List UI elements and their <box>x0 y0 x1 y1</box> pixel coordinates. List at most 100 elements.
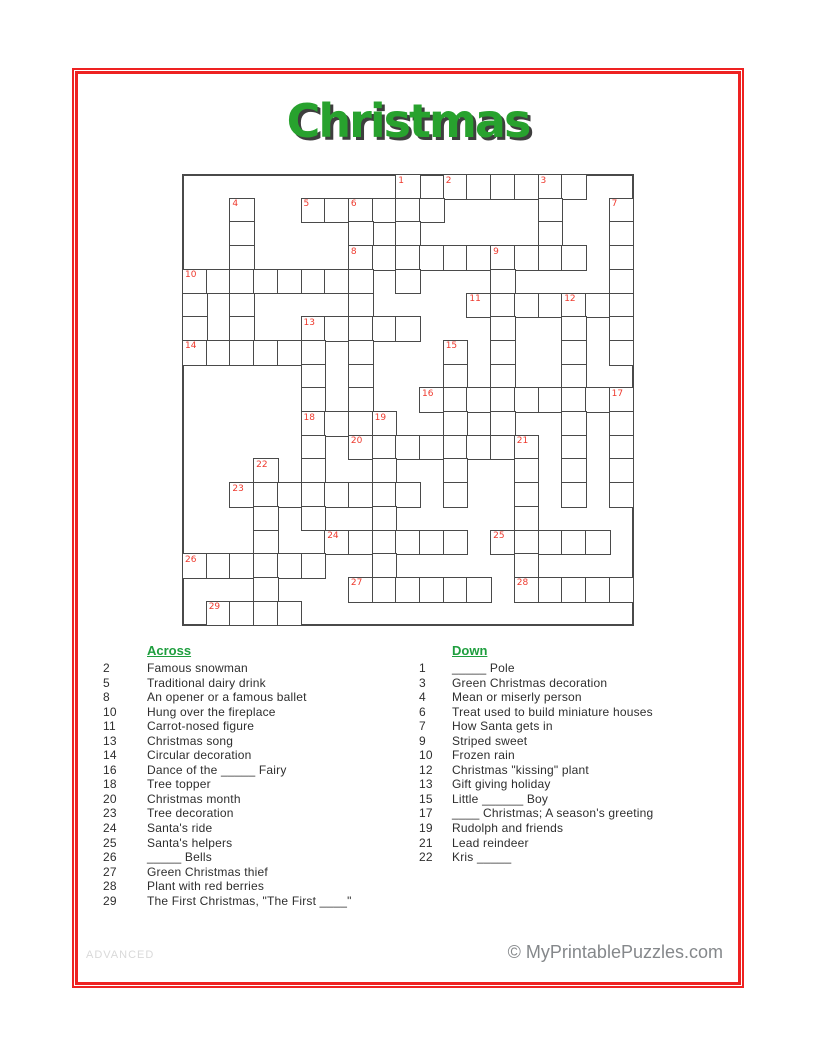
grid-cell[interactable] <box>348 269 373 294</box>
grid-cell[interactable] <box>348 364 373 389</box>
grid-cell[interactable] <box>609 412 634 436</box>
grid-cell[interactable] <box>372 554 397 578</box>
grid-cell[interactable] <box>538 388 563 412</box>
grid-cell[interactable] <box>491 340 515 365</box>
grid-cell[interactable] <box>325 412 349 436</box>
grid-cell[interactable] <box>562 412 586 436</box>
grid-cell[interactable] <box>538 577 563 602</box>
grid-cell[interactable] <box>443 577 468 602</box>
grid-cell[interactable]: 29 <box>206 601 231 626</box>
grid-cell[interactable] <box>230 269 255 294</box>
grid-cell[interactable]: 3 <box>538 175 563 199</box>
grid-cell[interactable] <box>609 246 634 270</box>
grid-cell[interactable] <box>372 198 397 223</box>
grid-cell[interactable] <box>443 364 468 389</box>
grid-cell[interactable] <box>183 317 207 341</box>
grid-cell[interactable] <box>609 317 634 341</box>
grid-cell[interactable]: 27 <box>348 577 373 602</box>
grid-cell[interactable] <box>254 530 278 555</box>
grid-cell[interactable] <box>348 293 373 318</box>
grid-cell[interactable] <box>467 246 492 270</box>
grid-cell[interactable] <box>301 388 326 412</box>
grid-cell[interactable] <box>348 340 373 365</box>
grid-cell[interactable] <box>443 412 468 436</box>
grid-cell[interactable]: 28 <box>514 577 539 602</box>
grid-cell[interactable]: 18 <box>301 412 326 436</box>
grid-cell[interactable] <box>230 293 255 318</box>
grid-cell[interactable] <box>230 554 255 578</box>
grid-cell[interactable] <box>491 269 515 294</box>
grid-cell[interactable]: 7 <box>609 198 634 223</box>
grid-cell[interactable]: 15 <box>443 340 468 365</box>
grid-cell[interactable] <box>609 269 634 294</box>
grid-cell[interactable]: 8 <box>348 246 373 270</box>
grid-cell[interactable] <box>443 246 468 270</box>
grid-cell[interactable] <box>514 246 539 270</box>
grid-cell[interactable] <box>467 435 492 460</box>
grid-cell[interactable]: 13 <box>301 317 326 341</box>
grid-cell[interactable]: 5 <box>301 198 326 223</box>
grid-cell[interactable]: 2 <box>443 175 468 199</box>
grid-cell[interactable] <box>301 506 326 531</box>
grid-cell[interactable] <box>491 412 515 436</box>
grid-cell[interactable] <box>372 459 397 484</box>
grid-cell[interactable] <box>562 483 586 507</box>
grid-cell[interactable] <box>372 577 397 602</box>
grid-cell[interactable] <box>301 269 326 294</box>
grid-cell[interactable] <box>230 222 255 247</box>
grid-cell[interactable] <box>562 459 586 484</box>
grid-cell[interactable]: 23 <box>230 483 255 507</box>
grid-cell[interactable] <box>491 364 515 389</box>
grid-cell[interactable] <box>514 175 539 199</box>
grid-cell[interactable] <box>491 388 515 412</box>
grid-cell[interactable] <box>396 435 420 460</box>
grid-cell[interactable] <box>609 435 634 460</box>
grid-cell[interactable] <box>467 388 492 412</box>
grid-cell[interactable] <box>491 317 515 341</box>
grid-cell[interactable] <box>230 246 255 270</box>
grid-cell[interactable] <box>348 412 373 436</box>
grid-cell[interactable] <box>206 340 231 365</box>
grid-cell[interactable] <box>514 530 539 555</box>
grid-cell[interactable] <box>467 175 492 199</box>
grid-cell[interactable]: 25 <box>491 530 515 555</box>
grid-cell[interactable] <box>183 293 207 318</box>
grid-cell[interactable] <box>562 577 586 602</box>
grid-cell[interactable] <box>206 554 231 578</box>
grid-cell[interactable] <box>277 269 302 294</box>
grid-cell[interactable] <box>609 340 634 365</box>
grid-cell[interactable] <box>585 293 610 318</box>
grid-cell[interactable] <box>443 388 468 412</box>
grid-cell[interactable] <box>514 459 539 484</box>
grid-cell[interactable]: 11 <box>467 293 492 318</box>
grid-cell[interactable] <box>443 435 468 460</box>
grid-cell[interactable] <box>230 340 255 365</box>
grid-cell[interactable] <box>420 198 444 223</box>
grid-cell[interactable] <box>254 506 278 531</box>
grid-cell[interactable] <box>372 506 397 531</box>
grid-cell[interactable] <box>420 435 444 460</box>
grid-cell[interactable] <box>348 530 373 555</box>
grid-cell[interactable]: 19 <box>372 412 397 436</box>
grid-cell[interactable]: 10 <box>183 269 207 294</box>
grid-cell[interactable] <box>514 388 539 412</box>
grid-cell[interactable] <box>585 577 610 602</box>
grid-cell[interactable] <box>396 577 420 602</box>
grid-cell[interactable] <box>254 577 278 602</box>
grid-cell[interactable] <box>206 269 231 294</box>
grid-cell[interactable] <box>562 317 586 341</box>
grid-cell[interactable] <box>301 435 326 460</box>
grid-cell[interactable] <box>514 554 539 578</box>
grid-cell[interactable] <box>325 483 349 507</box>
grid-cell[interactable] <box>254 601 278 626</box>
grid-cell[interactable] <box>301 364 326 389</box>
grid-cell[interactable] <box>491 435 515 460</box>
grid-cell[interactable] <box>562 388 586 412</box>
grid-cell[interactable] <box>514 483 539 507</box>
grid-cell[interactable] <box>301 554 326 578</box>
grid-cell[interactable] <box>277 340 302 365</box>
grid-cell[interactable] <box>396 530 420 555</box>
grid-cell[interactable] <box>609 577 634 602</box>
grid-cell[interactable]: 1 <box>396 175 420 199</box>
grid-cell[interactable] <box>562 175 586 199</box>
